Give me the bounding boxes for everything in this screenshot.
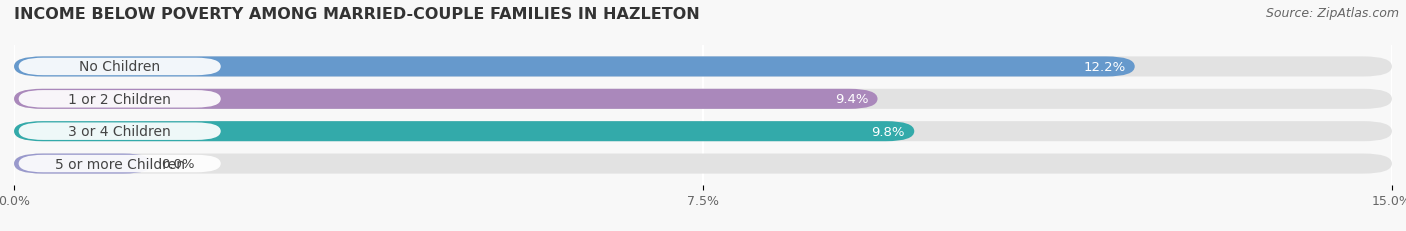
FancyBboxPatch shape [14,89,877,109]
FancyBboxPatch shape [14,154,152,174]
Text: No Children: No Children [79,60,160,74]
FancyBboxPatch shape [18,58,221,76]
Text: Source: ZipAtlas.com: Source: ZipAtlas.com [1265,7,1399,20]
Text: INCOME BELOW POVERTY AMONG MARRIED-COUPLE FAMILIES IN HAZLETON: INCOME BELOW POVERTY AMONG MARRIED-COUPL… [14,7,700,22]
Text: 0.0%: 0.0% [162,157,194,170]
FancyBboxPatch shape [14,122,1392,142]
FancyBboxPatch shape [18,123,221,140]
FancyBboxPatch shape [14,122,914,142]
Text: 5 or more Children: 5 or more Children [55,157,184,171]
FancyBboxPatch shape [14,57,1135,77]
FancyBboxPatch shape [14,89,1392,109]
FancyBboxPatch shape [14,57,1392,77]
FancyBboxPatch shape [18,155,221,173]
Text: 9.8%: 9.8% [872,125,905,138]
Text: 3 or 4 Children: 3 or 4 Children [69,125,172,139]
Text: 9.4%: 9.4% [835,93,869,106]
Text: 1 or 2 Children: 1 or 2 Children [69,92,172,106]
FancyBboxPatch shape [14,154,1392,174]
FancyBboxPatch shape [18,91,221,108]
Text: 12.2%: 12.2% [1083,61,1126,74]
